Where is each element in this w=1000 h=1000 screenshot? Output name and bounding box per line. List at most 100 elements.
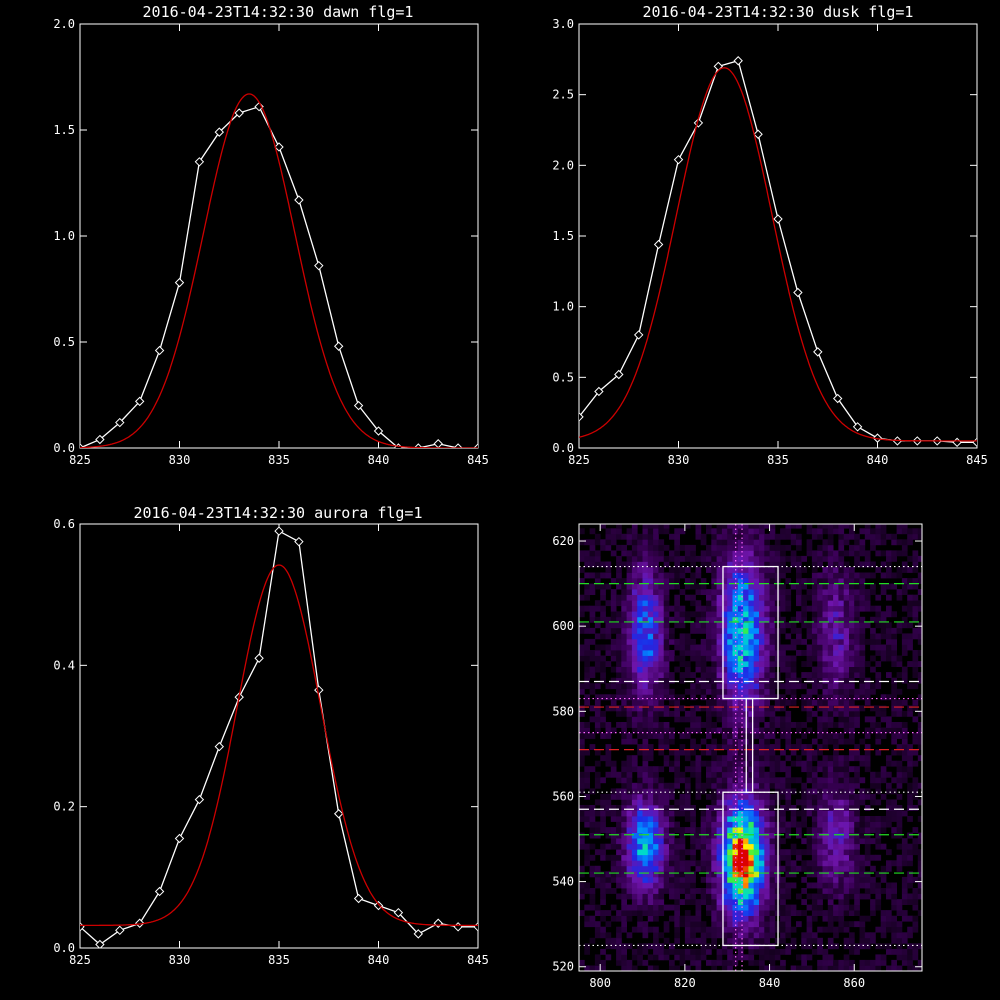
heatmap-cell — [653, 910, 659, 916]
heatmap-cell — [833, 605, 839, 612]
heatmap-cell — [637, 838, 643, 845]
heatmap-cell — [901, 893, 908, 900]
heatmap-cell — [584, 727, 590, 734]
heatmap-cell — [663, 661, 670, 667]
heatmap-cell — [658, 954, 665, 961]
heatmap-cell — [626, 821, 633, 828]
heatmap-cell — [621, 694, 627, 701]
heatmap-cell — [716, 838, 723, 845]
heatmap-cell — [684, 921, 691, 928]
heatmap-cell — [631, 600, 638, 607]
heatmap-cell — [637, 832, 643, 839]
heatmap-cell — [764, 838, 770, 845]
heatmap-cell — [716, 843, 723, 850]
heatmap-cell — [748, 793, 755, 800]
heatmap-cell — [801, 816, 807, 822]
heatmap-cell — [658, 539, 665, 546]
heatmap-cell — [907, 644, 913, 651]
heatmap-cell — [859, 827, 866, 833]
heatmap-cell — [907, 915, 913, 922]
heatmap-cell — [753, 627, 760, 634]
heatmap-cell — [658, 865, 665, 872]
heatmap-cell — [605, 533, 612, 540]
heatmap-cell — [854, 860, 860, 867]
heatmap-cell — [759, 849, 765, 856]
heatmap-cell — [711, 926, 717, 933]
heatmap-cell — [621, 821, 627, 828]
heatmap-cell — [631, 799, 638, 806]
heatmap-cell — [880, 616, 887, 623]
heatmap-cell — [642, 771, 649, 778]
heatmap-cell — [616, 827, 622, 833]
heatmap-cell — [864, 550, 871, 557]
heatmap-cell — [769, 959, 776, 966]
heatmap-cell — [706, 805, 712, 811]
heatmap-cell — [759, 860, 765, 867]
heatmap-cell — [769, 528, 776, 535]
heatmap-cell — [621, 832, 627, 839]
heatmap-cell — [663, 838, 670, 845]
heatmap-cell — [626, 661, 633, 667]
heatmap-cell — [600, 572, 606, 579]
heatmap-cell — [827, 755, 834, 762]
heatmap-cell — [849, 655, 855, 662]
heatmap-cell — [669, 782, 675, 789]
heatmap-cell — [647, 876, 654, 883]
heatmap-cell — [605, 722, 612, 728]
heatmap-cell — [843, 838, 850, 845]
heatmap-cell — [631, 854, 638, 861]
heatmap-cell — [880, 622, 887, 629]
heatmap-cell — [706, 882, 712, 889]
heatmap-cell — [801, 849, 807, 856]
heatmap-cell — [626, 893, 633, 900]
heatmap-cell — [774, 788, 781, 795]
heatmap-cell — [843, 876, 850, 883]
heatmap-cell — [769, 827, 776, 833]
heatmap-cell — [727, 943, 733, 950]
heatmap-cell — [743, 555, 749, 562]
heatmap-cell — [663, 528, 670, 535]
heatmap-cell — [737, 876, 744, 883]
heatmap-cell — [759, 716, 765, 723]
heatmap-cell — [886, 561, 892, 568]
heatmap-cell — [647, 910, 654, 916]
heatmap-cell — [658, 633, 665, 640]
heatmap-cell — [759, 683, 765, 690]
heatmap-cell — [732, 644, 739, 651]
heatmap-cell — [727, 694, 733, 701]
heatmap-cell — [886, 694, 892, 701]
heatmap-cell — [647, 799, 654, 806]
heatmap-cell — [769, 838, 776, 845]
heatmap-cell — [716, 616, 723, 623]
heatmap-cell — [594, 932, 601, 939]
heatmap-cell — [833, 672, 839, 678]
heatmap-cell — [864, 959, 871, 966]
dawn-point — [214, 127, 225, 137]
heatmap-cell — [827, 965, 834, 971]
heatmap-cell — [631, 788, 638, 795]
heatmap-cell — [684, 594, 691, 601]
heatmap-cell — [684, 716, 691, 723]
heatmap-cell — [584, 583, 590, 590]
heatmap-cell — [785, 589, 792, 595]
heatmap-cell — [864, 727, 871, 734]
heatmap-cell — [759, 544, 765, 551]
heatmap-cell — [653, 567, 659, 573]
heatmap-cell — [721, 893, 728, 900]
heatmap-cell — [663, 633, 670, 640]
heatmap-cell — [764, 755, 770, 762]
heatmap-cell — [690, 727, 696, 734]
heatmap-cell — [780, 705, 786, 712]
dusk-point — [653, 239, 664, 250]
heatmap-cell — [875, 899, 882, 905]
heatmap-cell — [669, 943, 675, 950]
heatmap-cell — [737, 633, 744, 640]
heatmap-cell — [579, 910, 585, 916]
heatmap-cell — [700, 838, 707, 845]
heatmap-cell — [843, 810, 850, 817]
heatmap-cell — [833, 882, 839, 889]
heatmap-cell — [901, 550, 908, 557]
heatmap-cell — [917, 622, 922, 629]
heatmap-cell — [796, 616, 802, 623]
heatmap-cell — [679, 871, 686, 878]
